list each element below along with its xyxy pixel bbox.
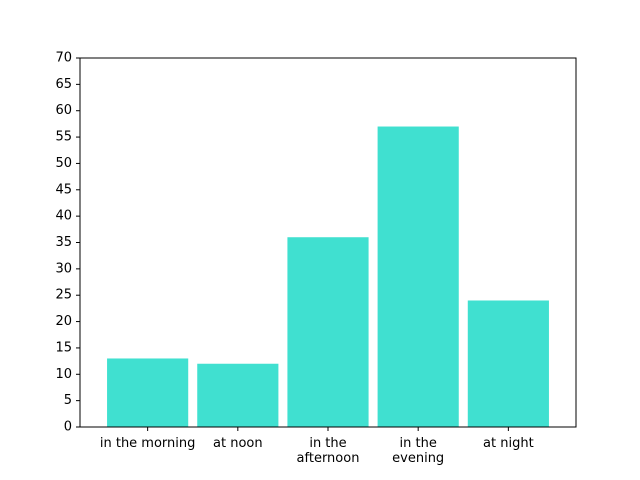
y-tick-label: 70	[55, 51, 72, 66]
x-axis-ticks: in the morning at noon in the afternoon in t…	[100, 427, 534, 466]
y-tick-label: 15	[55, 340, 72, 355]
bar-1	[197, 363, 279, 427]
bars-group	[107, 126, 549, 428]
bar-3	[377, 126, 459, 428]
y-tick-label: 35	[55, 235, 72, 250]
x-tick-label: at night	[483, 436, 534, 451]
y-tick-label: 10	[55, 367, 72, 382]
x-tick-label: at noon	[213, 436, 263, 451]
y-tick-label: 40	[55, 209, 72, 224]
y-tick-label: 0	[64, 420, 72, 435]
y-tick-label: 50	[55, 156, 72, 171]
x-tick-label: in the evening	[392, 436, 444, 466]
y-tick-label: 25	[55, 288, 72, 303]
y-tick-label: 60	[55, 103, 72, 118]
x-tick-label: in the morning	[100, 436, 196, 451]
plot-frame	[79, 57, 577, 428]
bar-0	[107, 358, 189, 427]
y-tick-label: 5	[64, 393, 72, 408]
y-tick-label: 30	[55, 261, 72, 276]
y-tick-label: 45	[55, 182, 72, 197]
bar-2	[287, 237, 369, 427]
bar-4	[467, 300, 549, 427]
y-tick-label: 20	[55, 314, 72, 329]
y-axis-ticks: 0 5 10 15 20 25 30 35 40 45 50 55 60 65 70	[55, 51, 80, 435]
y-tick-label: 65	[55, 77, 72, 92]
y-tick-label: 55	[55, 130, 72, 145]
x-tick-label: in the afternoon	[297, 436, 360, 466]
